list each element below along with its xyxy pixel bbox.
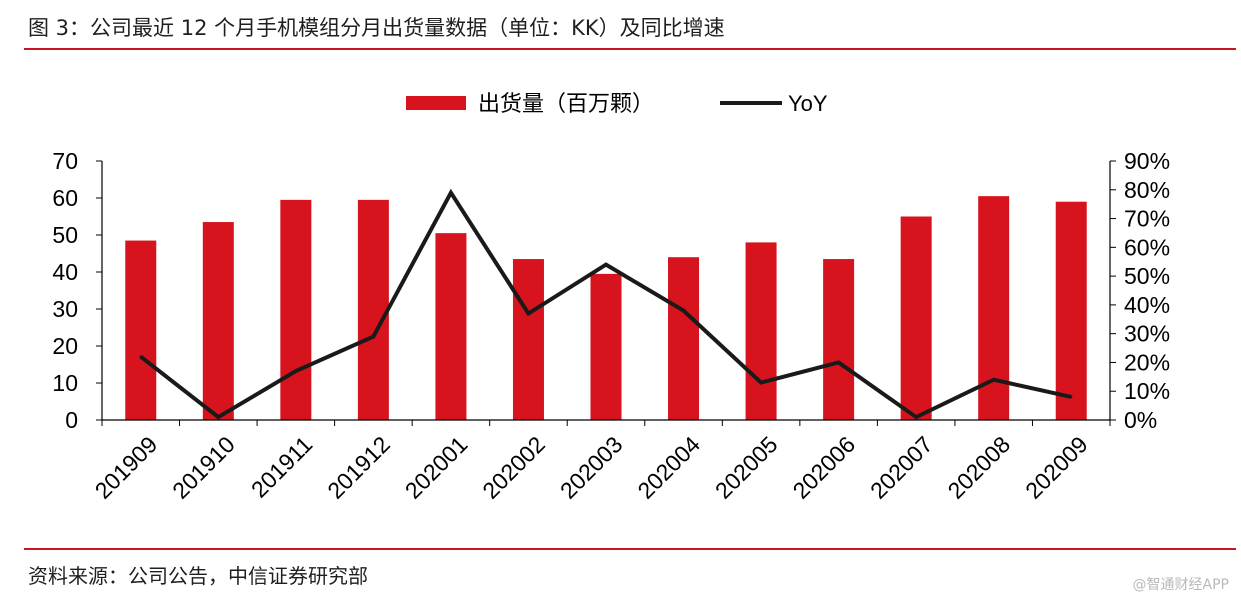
x-tick-label: 202003 (555, 431, 628, 504)
left-tick-label: 10 (52, 370, 78, 396)
left-tick-label: 30 (52, 296, 78, 322)
x-axis-labels: 201909 201910 201911 201912 202001 202002 2020… (90, 431, 1093, 504)
x-tick-label: 202001 (400, 431, 473, 504)
x-tick-label: 202005 (710, 431, 783, 504)
yoy-point-201911 (294, 369, 298, 373)
yoy-point-201910 (217, 415, 220, 419)
yoy-series (139, 188, 1073, 420)
legend-bar-swatch (406, 96, 466, 110)
x-tick-label: 202008 (943, 431, 1016, 504)
bar-202004 (668, 257, 700, 420)
right-tick-label: 40% (1124, 292, 1170, 318)
bar-202009 (1055, 201, 1087, 420)
figure-title: 图 3：公司最近 12 个月手机模组分月出货量数据（单位：KK）及同比增速 (28, 16, 725, 40)
title-rule (24, 48, 1236, 50)
legend-bar-label: 出货量（百万颗） (478, 91, 654, 116)
source-note: 资料来源：公司公告，中信证券研究部 (28, 564, 368, 588)
x-tick-label: 201912 (322, 431, 395, 504)
x-tick-label: 202009 (1020, 431, 1093, 504)
yoy-point-202006 (837, 361, 840, 364)
x-tick-label: 202006 (787, 431, 860, 504)
yoy-point-202007 (914, 415, 918, 419)
yoy-point-202008 (992, 378, 995, 381)
bar-201910 (202, 222, 234, 420)
right-tick-label: 30% (1124, 321, 1170, 347)
left-tick-label: 20 (52, 333, 78, 359)
right-tick-label: 70% (1124, 206, 1170, 232)
yoy-point-202002 (527, 312, 530, 315)
x-tick-label: 202002 (477, 431, 550, 504)
right-tick-label: 50% (1124, 263, 1170, 289)
bar-201911 (280, 199, 312, 420)
yoy-point-202005 (759, 381, 763, 384)
legend: 出货量（百万颗） YoY (406, 91, 828, 116)
x-tick-label: 201911 (246, 431, 317, 502)
yoy-point-201909 (139, 355, 142, 358)
bar-202007 (900, 216, 932, 420)
yoy-point-202001 (449, 191, 453, 194)
yoy-point-202004 (682, 309, 685, 312)
x-tick-label: 201910 (167, 431, 240, 504)
legend-line-label: YoY (788, 91, 828, 116)
right-tick-label: 60% (1124, 234, 1170, 260)
right-tick-label: 10% (1124, 378, 1170, 404)
yoy-point-202003 (604, 263, 608, 266)
bar-202002 (512, 259, 544, 420)
bar-201912 (357, 199, 389, 420)
right-tick-label: 90% (1124, 148, 1170, 174)
yoy-point-202009 (1070, 395, 1073, 399)
bar-202005 (745, 242, 777, 420)
left-tick-label: 50 (52, 222, 78, 248)
yoy-point-201912 (372, 335, 375, 338)
right-tick-label: 0% (1124, 407, 1157, 433)
bar-202001 (435, 233, 467, 420)
axes (101, 161, 1111, 426)
right-axis-ticks: 0% 10% 20%30% 40% 50% 60%70% 80% 90% (1110, 148, 1170, 433)
left-tick-label: 0 (65, 407, 78, 433)
x-tick-label: 202007 (865, 431, 938, 504)
x-tick-label: 201909 (90, 431, 163, 504)
watermark: @智通财经APP (1132, 577, 1229, 593)
left-tick-label: 70 (52, 148, 78, 174)
left-axis-ticks: 0 10 20 30 40 50 60 70 (52, 148, 102, 433)
bar-202003 (590, 273, 622, 420)
right-tick-label: 80% (1124, 177, 1170, 203)
left-tick-label: 60 (52, 185, 78, 211)
source-rule (24, 548, 1236, 550)
left-tick-label: 40 (52, 259, 78, 285)
bar-201909 (125, 240, 157, 420)
x-tick-label: 202004 (632, 431, 705, 504)
right-tick-label: 20% (1124, 349, 1170, 375)
bar-series (125, 196, 1087, 420)
bar-202006 (823, 259, 855, 420)
